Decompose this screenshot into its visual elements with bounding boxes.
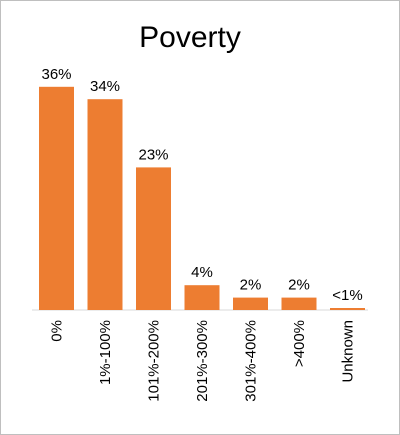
x-tick-label-5: >400% xyxy=(291,320,308,367)
x-tick-label-4: 301%-400% xyxy=(243,320,260,402)
x-tick-labels-group: 0% 1%-100% 101%-200% 201%-300% 301%-400% >400… xyxy=(49,320,357,402)
bar-6 xyxy=(330,308,365,310)
data-label-1: 34% xyxy=(90,78,120,95)
data-label-5: 2% xyxy=(288,277,310,294)
data-label-0: 36% xyxy=(41,66,71,83)
bar-4 xyxy=(233,297,268,310)
chart-title: Poverty xyxy=(139,21,241,54)
x-tick-label-2: 101%-200% xyxy=(146,320,163,402)
data-labels-group: 36% 34% 23% 4% 2% 2% <1% xyxy=(41,66,362,304)
data-label-3: 4% xyxy=(191,264,213,281)
bar-2 xyxy=(136,167,171,310)
bar-3 xyxy=(184,285,220,310)
bars-group xyxy=(39,86,365,310)
x-tick-label-6: Unknown xyxy=(340,320,357,383)
bar-1 xyxy=(87,99,123,310)
data-label-4: 2% xyxy=(240,277,262,294)
data-label-2: 23% xyxy=(138,146,168,163)
x-tick-label-0: 0% xyxy=(49,320,66,342)
x-tick-label-1: 1%-100% xyxy=(97,320,114,385)
bar-5 xyxy=(281,297,317,310)
bar-0 xyxy=(39,86,74,310)
data-label-6: <1% xyxy=(332,287,362,304)
x-tick-label-3: 201%-300% xyxy=(194,320,211,402)
